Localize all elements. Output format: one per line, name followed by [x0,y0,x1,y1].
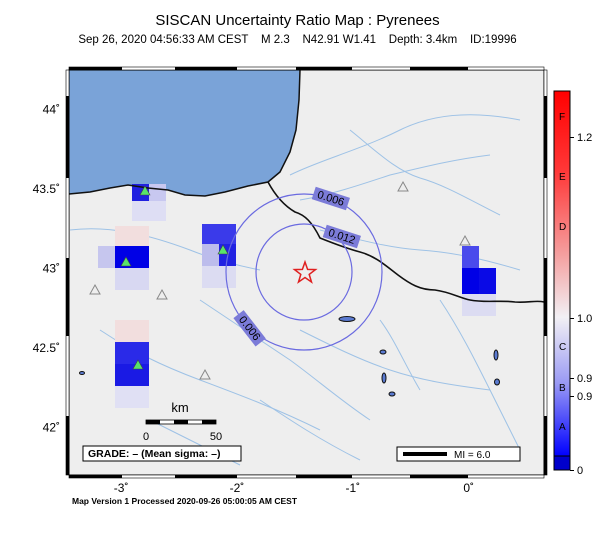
grade-text: GRADE: – (Mean sigma: –) [88,448,220,460]
latitude-tick-label: 43˚ [43,262,60,276]
longitude-tick-label: -2˚ [230,481,245,495]
epicenter-star-icon [292,259,318,284]
colorbar-value: 0.9 [577,391,592,403]
latitude-tick-label: 43.5˚ [33,182,60,196]
station-inactive [397,180,409,192]
longitude-tick-label: 0˚ [463,481,474,495]
grade-box: GRADE: – (Mean sigma: –) [82,445,242,462]
longitude-tick-label: -1˚ [346,481,361,495]
colorbar-value: 1.2 [577,132,592,144]
colorbar-value: 0.9 [577,373,592,385]
colorbar-value: 1.0 [577,313,592,325]
event-info-subtitle: Sep 26, 2020 04:56:33 AM CEST M 2.3 N42.… [78,34,517,46]
map-title: SISCAN Uncertainty Ratio Map : Pyrenees [155,12,440,29]
station-active [217,244,229,255]
grade-label-f: F [559,112,565,123]
grade-label-d: D [559,222,566,233]
scale-bar-title: km [171,400,188,415]
scale-bar-end: 50 [210,431,222,443]
processing-footer: Map Version 1 Processed 2020-09-26 05:00… [72,496,298,506]
longitude-tick-label: -3˚ [114,481,129,495]
station-inactive [199,368,211,380]
map-frame [65,66,548,479]
grade-label-b: B [559,383,566,394]
colorbar-value: 0 [577,465,583,477]
station-inactive [156,288,168,300]
sea-area [69,70,300,196]
station-inactive [459,234,471,246]
grade-label-c: C [559,342,566,353]
latitude-labels: 44˚ 43.5˚ 43˚ 42.5˚ 42˚ [33,103,60,435]
longitude-labels: -3˚ -2˚ -1˚ 0˚ [114,481,474,495]
latitude-tick-label: 44˚ [43,103,60,117]
station-active [139,185,151,196]
colorbar: F E D C B A 1.2 1.0 0.9 0.9 0 [553,90,592,477]
station-inactive [89,283,101,295]
latitude-tick-label: 42˚ [43,420,60,434]
latitude-tick-label: 42.5˚ [33,341,60,355]
grade-label-a: A [559,422,566,433]
stations [89,180,471,380]
station-active [132,359,144,370]
country-border [267,181,545,304]
scale-bar: km 0 50 [143,400,222,443]
mi-legend: MI = 6.0 [396,446,521,462]
coastline [68,69,301,197]
scale-bar-start: 0 [143,431,149,443]
station-active [120,256,132,267]
lakes [79,316,500,397]
grade-label-e: E [559,172,566,183]
mi-legend-text: MI = 6.0 [454,450,491,461]
uncertainty-contours [225,193,383,351]
